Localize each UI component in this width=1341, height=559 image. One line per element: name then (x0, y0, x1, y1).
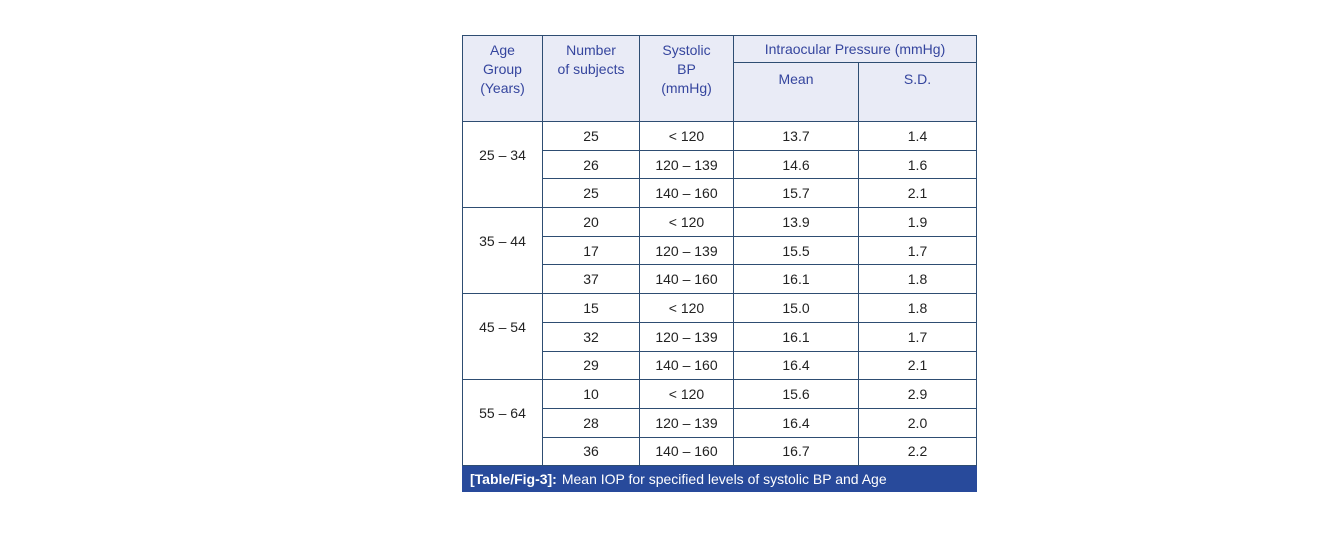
figure-caption-bar: [Table/Fig-3]: Mean IOP for specified le… (462, 466, 977, 493)
bp-cell: 140 – 160 (639, 178, 734, 209)
table-row: 36 140 – 160 16.7 2.2 (463, 436, 977, 467)
mean-cell: 15.6 (733, 379, 859, 409)
subjects-cell: 29 (542, 350, 640, 381)
caption-text: Mean IOP for specified levels of systoli… (561, 471, 887, 488)
bp-cell: 140 – 160 (639, 264, 734, 295)
mean-cell: 15.7 (733, 178, 859, 209)
sd-cell: 1.9 (858, 207, 977, 237)
age-group-cell: 55 – 64 (462, 379, 543, 467)
bp-cell: < 120 (639, 379, 734, 409)
header-intraocular-pressure: Intraocular Pressure (mmHg) (733, 35, 977, 63)
bp-cell: 120 – 139 (639, 149, 734, 180)
bp-cell: 120 – 139 (639, 407, 734, 438)
subjects-cell: 17 (542, 235, 640, 266)
header-sd: S.D. (858, 62, 977, 122)
table-row: 17 120 – 139 15.5 1.7 (463, 235, 977, 266)
table-row: 26 120 – 139 14.6 1.6 (463, 149, 977, 180)
table-row: 55 – 64 10 < 120 15.6 2.9 (462, 379, 977, 467)
sd-cell: 1.6 (858, 149, 977, 180)
sd-cell: 2.1 (858, 350, 977, 381)
sd-cell: 1.8 (858, 264, 977, 295)
header-row-sub: Mean S.D. (463, 62, 977, 122)
mean-cell: 13.7 (733, 121, 859, 151)
subjects-cell: 15 (542, 293, 640, 323)
table-row: 32 120 – 139 16.1 1.7 (463, 321, 977, 352)
bp-cell: 120 – 139 (639, 321, 734, 352)
bp-cell: < 120 (639, 293, 734, 323)
sd-cell: 1.7 (858, 321, 977, 352)
header-systolic-bp: Systolic BP (mmHg) (639, 35, 734, 122)
mean-cell: 16.1 (733, 321, 859, 352)
subjects-cell: 10 (542, 379, 640, 409)
bp-cell: 140 – 160 (639, 436, 734, 467)
bp-cell: 140 – 160 (639, 350, 734, 381)
table-row: 35 – 44 20 < 120 13.9 1.9 (462, 207, 977, 295)
subjects-cell: 28 (542, 407, 640, 438)
age-group-cell: 45 – 54 (462, 293, 543, 381)
iop-table: Age Group (Years) Number of subjects Sys… (462, 35, 977, 467)
bp-cell: < 120 (639, 207, 734, 237)
subjects-cell: 32 (542, 321, 640, 352)
subjects-cell: 37 (542, 264, 640, 295)
caption-label: [Table/Fig-3]: (470, 471, 557, 488)
mean-cell: 14.6 (733, 149, 859, 180)
table-body: 25 – 34 25 < 120 13.7 1.4 26 120 – 139 1… (462, 120, 977, 467)
table-row: 45 – 54 15 < 120 15.0 1.8 (462, 293, 977, 381)
mean-cell: 13.9 (733, 207, 859, 237)
sd-cell: 2.1 (858, 178, 977, 209)
header-age-group: Age Group (Years) (462, 35, 543, 122)
sd-cell: 1.4 (858, 121, 977, 151)
sd-cell: 1.7 (858, 235, 977, 266)
bp-cell: 120 – 139 (639, 235, 734, 266)
header-mean: Mean (733, 62, 859, 122)
sd-cell: 1.8 (858, 293, 977, 323)
mean-cell: 15.0 (733, 293, 859, 323)
subjects-cell: 20 (542, 207, 640, 237)
sd-cell: 2.0 (858, 407, 977, 438)
table-row: 29 140 – 160 16.4 2.1 (463, 350, 977, 381)
sd-cell: 2.9 (858, 379, 977, 409)
table-row: 25 140 – 160 15.7 2.1 (463, 178, 977, 209)
mean-cell: 16.4 (733, 350, 859, 381)
sd-cell: 2.2 (858, 436, 977, 467)
table-row: 28 120 – 139 16.4 2.0 (463, 407, 977, 438)
subjects-cell: 25 (542, 178, 640, 209)
bp-cell: < 120 (639, 121, 734, 151)
mean-cell: 15.5 (733, 235, 859, 266)
header-row-top: Age Group (Years) Number of subjects Sys… (462, 35, 977, 122)
mean-cell: 16.7 (733, 436, 859, 467)
age-group-cell: 35 – 44 (462, 207, 543, 295)
subjects-cell: 36 (542, 436, 640, 467)
age-group-cell: 25 – 34 (462, 120, 543, 209)
header-number-of-subjects: Number of subjects (542, 35, 640, 122)
table-header: Age Group (Years) Number of subjects Sys… (462, 35, 977, 122)
mean-cell: 16.1 (733, 264, 859, 295)
iop-table-figure: Age Group (Years) Number of subjects Sys… (462, 35, 977, 493)
table-row: 25 – 34 25 < 120 13.7 1.4 (462, 120, 977, 209)
mean-cell: 16.4 (733, 407, 859, 438)
subjects-cell: 25 (542, 121, 640, 151)
subjects-cell: 26 (542, 149, 640, 180)
